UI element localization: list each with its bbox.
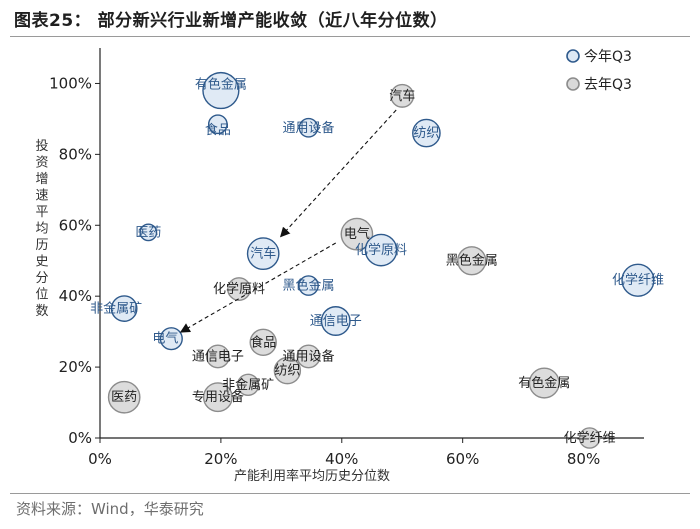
bubble-label-last-year: 专用设备 (192, 389, 244, 405)
x-tick-label: 80% (567, 450, 600, 468)
bubble-last-year (236, 373, 260, 396)
bubble-label-last-year: 黑色金属 (446, 253, 498, 269)
legend-label: 去年Q3 (584, 77, 632, 93)
bubble-this-year (298, 117, 319, 138)
legend-marker (566, 49, 580, 63)
legend-label: 今年Q3 (584, 49, 632, 65)
bubble-label-last-year: 有色金属 (518, 375, 570, 391)
bubble-last-year (205, 344, 230, 369)
bubble-this-year (298, 275, 319, 296)
bubble-this-year (412, 118, 441, 148)
x-tick-label: 20% (204, 450, 237, 468)
bubble-label-this-year: 非金属矿 (90, 301, 142, 317)
bubble-last-year (249, 328, 277, 356)
bubble-last-year (340, 217, 374, 251)
bubble-last-year (390, 83, 415, 108)
bubble-this-year (364, 233, 398, 267)
bubble-label-this-year: 通信电子 (310, 314, 362, 329)
x-tick-label: 40% (325, 450, 358, 468)
bubble-label-last-year: 电气 (344, 226, 370, 242)
bubble-this-year (246, 237, 280, 270)
bubble-label-last-year: 非金属矿 (222, 377, 274, 393)
trend-arrow (279, 109, 397, 238)
bubble-label-this-year: 医药 (135, 225, 161, 240)
bubble-label-last-year: 通用设备 (283, 348, 335, 364)
bubble-last-year (528, 367, 560, 399)
bubble-this-year (207, 114, 228, 135)
bubble-label-last-year: 医药 (111, 390, 137, 405)
y-tick-label: 0% (68, 429, 92, 447)
bubble-last-year (296, 344, 321, 369)
bubble-label-this-year: 黑色金属 (283, 278, 335, 294)
bubble-this-year (202, 71, 240, 110)
bubble-this-year (159, 327, 183, 351)
legend-marker (566, 77, 580, 91)
bubble-label-this-year: 电气 (152, 331, 178, 347)
bubble-this-year (110, 295, 138, 322)
bubble-this-year (621, 263, 655, 297)
trend-arrow (179, 242, 337, 333)
x-tick-label: 0% (88, 450, 112, 468)
bubble-label-this-year: 汽车 (250, 246, 276, 262)
bubble-last-year (202, 382, 233, 413)
bubble-label-last-year: 汽车 (389, 88, 415, 104)
bubble-label-last-year: 纺织 (274, 364, 300, 379)
y-axis-title: 投资增速平均历史分位数 (35, 138, 48, 319)
bubble-label-last-year: 化学纤维 (564, 430, 616, 446)
bubble-label-this-year: 通用设备 (283, 120, 335, 136)
bubble-last-year (227, 277, 251, 302)
title-divider (10, 36, 690, 37)
bubble-label-last-year: 通信电子 (192, 349, 244, 364)
source-divider (10, 493, 690, 494)
y-tick-label: 80% (59, 145, 92, 163)
bubble-last-year (457, 246, 487, 276)
x-tick-label: 60% (446, 450, 479, 468)
page-title: 图表25： 部分新兴行业新增产能收敛（近八年分位数） (14, 11, 448, 31)
bubble-label-last-year: 食品 (250, 334, 276, 350)
bubble-label-this-year: 有色金属 (195, 77, 247, 93)
y-tick-label: 60% (59, 216, 92, 234)
source-note: 资料来源：Wind，华泰研究 (16, 500, 204, 518)
y-tick-label: 40% (59, 287, 92, 305)
bubble-last-year (107, 380, 141, 414)
bubble-last-year (273, 356, 302, 385)
y-tick-label: 100% (49, 74, 92, 92)
bubble-this-year (139, 223, 158, 242)
bubble-last-year (578, 427, 601, 449)
bubble-label-last-year: 化学原料 (213, 281, 265, 297)
bubble-label-this-year: 化学原料 (355, 242, 407, 258)
bubble-this-year (320, 306, 351, 336)
bubble-label-this-year: 食品 (205, 122, 231, 138)
y-tick-label: 20% (59, 358, 92, 376)
bubble-label-this-year: 化学纤维 (612, 272, 664, 288)
bubble-label-this-year: 纺织 (413, 126, 439, 141)
x-axis-title: 产能利用率平均历史分位数 (234, 468, 390, 484)
